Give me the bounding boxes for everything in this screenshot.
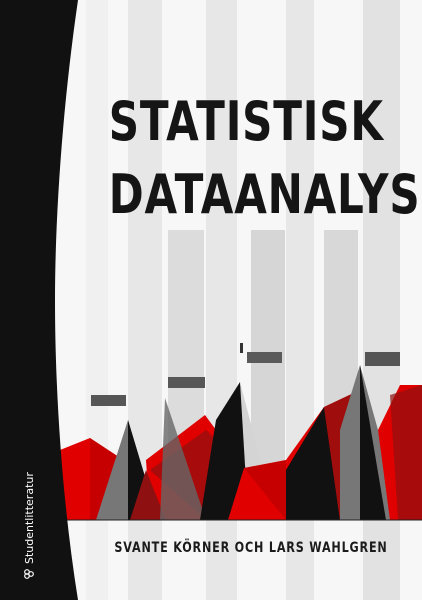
publisher-logo-icon (24, 569, 34, 579)
publisher-name: Studentlitteratur (22, 472, 36, 564)
gray-markers (91, 343, 400, 406)
spine-curve (38, 0, 78, 600)
book-authors: SVANTE KÖRNER OCH LARS WAHLGREN (114, 540, 388, 556)
publisher-label: Studentlitteratur (20, 390, 38, 580)
book-title-line-2: DATAANALYS (108, 163, 421, 226)
geometric-chart-art (55, 365, 422, 521)
book-title-line-1: STATISTISK (108, 90, 384, 153)
